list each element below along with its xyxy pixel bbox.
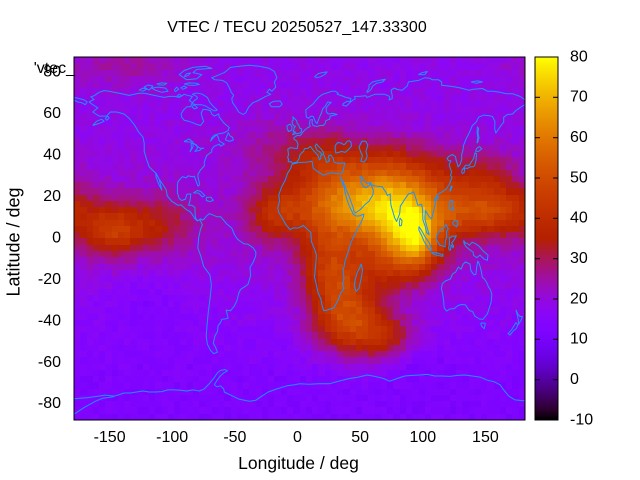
svg-text:-20: -20 bbox=[38, 271, 61, 288]
svg-text:-100: -100 bbox=[156, 429, 188, 446]
svg-text:40: 40 bbox=[43, 146, 61, 163]
svg-text:60: 60 bbox=[43, 105, 61, 122]
svg-text:30: 30 bbox=[570, 250, 588, 267]
svg-text:0: 0 bbox=[570, 371, 579, 388]
svg-text:-50: -50 bbox=[223, 429, 246, 446]
svg-text:50: 50 bbox=[570, 169, 588, 186]
svg-text:-60: -60 bbox=[38, 354, 61, 371]
svg-text:70: 70 bbox=[570, 89, 588, 106]
svg-text:-10: -10 bbox=[570, 411, 593, 428]
svg-text:-40: -40 bbox=[38, 312, 61, 329]
svg-text:50: 50 bbox=[351, 429, 369, 446]
svg-text:Longitude / deg: Longitude / deg bbox=[238, 453, 359, 473]
svg-text:150: 150 bbox=[472, 429, 499, 446]
svg-text:40: 40 bbox=[570, 210, 588, 227]
svg-text:0: 0 bbox=[52, 229, 61, 246]
svg-text:60: 60 bbox=[570, 129, 588, 146]
svg-text:20: 20 bbox=[570, 290, 588, 307]
svg-text:80: 80 bbox=[43, 63, 61, 80]
svg-text:VTEC / TECU 20250527_147.33300: VTEC / TECU 20250527_147.33300 bbox=[167, 19, 427, 36]
svg-text:100: 100 bbox=[409, 429, 436, 446]
svg-text:0: 0 bbox=[293, 429, 302, 446]
svg-text:-150: -150 bbox=[94, 429, 126, 446]
svg-text:'vtec_: 'vtec_ bbox=[34, 60, 76, 77]
svg-text:Latitude / deg: Latitude / deg bbox=[3, 187, 23, 296]
svg-text:20: 20 bbox=[43, 188, 61, 205]
svg-text:80: 80 bbox=[570, 48, 588, 65]
svg-text:-80: -80 bbox=[38, 395, 61, 412]
svg-text:10: 10 bbox=[570, 331, 588, 348]
